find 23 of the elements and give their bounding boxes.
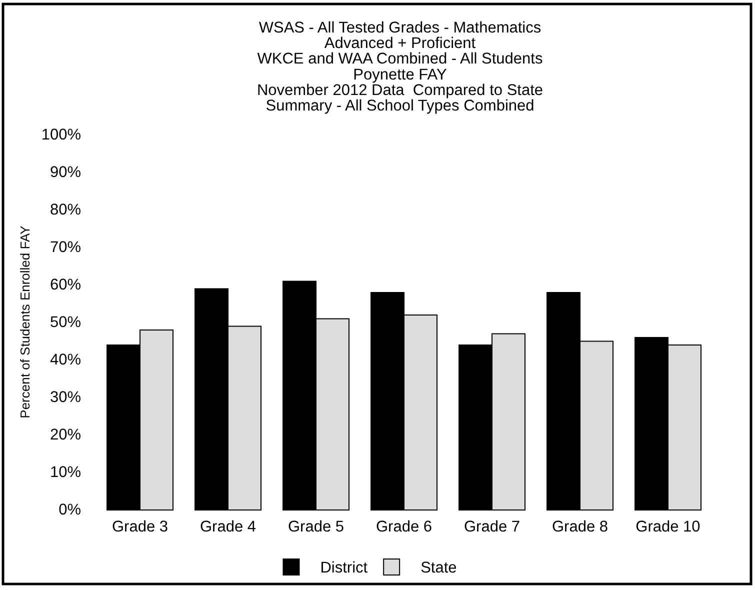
y-tick-label: 30% — [50, 389, 82, 406]
x-tick-label: Grade 3 — [112, 518, 168, 536]
chart-title: WSAS - All Tested Grades - Mathematics — [258, 20, 542, 36]
x-tick-label: Grade 7 — [464, 518, 520, 536]
x-tick-label: Grade 5 — [288, 518, 344, 536]
y-axis-title: Percent of Students Enrolled FAY — [18, 225, 32, 418]
y-tick-label: 60% — [50, 276, 82, 294]
legend-label: District — [320, 560, 368, 576]
y-tick-label: 90% — [50, 164, 82, 181]
x-tick-label: Grade 6 — [376, 518, 432, 536]
y-tick-label: 10% — [50, 464, 82, 481]
chart-subtitle: Advanced + Proficient WKCE and WAA Combined - All Students Poynette FAY November 2012 Data Compared to State Summary - All School Types Combined — [256, 35, 544, 114]
x-tick-label: Grade 10 — [636, 518, 701, 536]
y-tick-label: 0% — [58, 502, 82, 518]
x-tick-label: Grade 8 — [552, 518, 608, 536]
x-tick-label: Grade 4 — [200, 518, 256, 536]
y-tick-label: 100% — [41, 126, 82, 144]
y-tick-label: 20% — [50, 426, 82, 444]
y-tick-label: 70% — [50, 239, 82, 256]
legend-label: State — [420, 560, 457, 576]
y-tick-label: 80% — [50, 202, 82, 218]
y-tick-label: 50% — [50, 314, 82, 331]
y-tick-label: 40% — [50, 352, 82, 368]
